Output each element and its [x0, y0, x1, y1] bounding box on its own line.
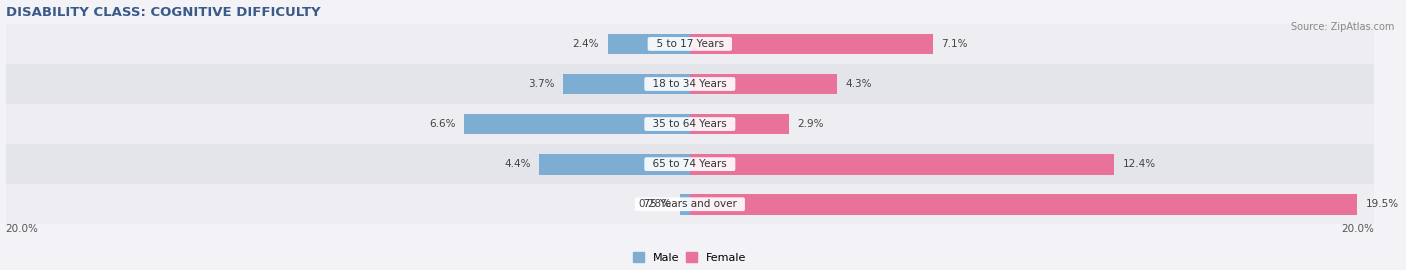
Bar [6, 144, 1374, 184]
Bar [690, 114, 789, 134]
Text: 18 to 34 Years: 18 to 34 Years [647, 79, 734, 89]
Text: 35 to 64 Years: 35 to 64 Years [647, 119, 734, 129]
Bar [681, 194, 690, 215]
Text: DISABILITY CLASS: COGNITIVE DIFFICULTY: DISABILITY CLASS: COGNITIVE DIFFICULTY [6, 6, 321, 19]
Text: 12.4%: 12.4% [1122, 159, 1156, 169]
Text: 6.6%: 6.6% [429, 119, 456, 129]
Text: 2.9%: 2.9% [797, 119, 824, 129]
Text: 4.4%: 4.4% [505, 159, 530, 169]
Bar [6, 104, 1374, 144]
Bar [607, 33, 690, 54]
Text: Source: ZipAtlas.com: Source: ZipAtlas.com [1291, 22, 1395, 32]
Bar [690, 194, 1357, 215]
Bar [540, 154, 690, 175]
Text: 3.7%: 3.7% [529, 79, 555, 89]
Bar [6, 184, 1374, 224]
Bar [6, 64, 1374, 104]
Text: 0.28%: 0.28% [638, 199, 672, 209]
Text: 2.4%: 2.4% [572, 39, 599, 49]
Text: 7.1%: 7.1% [942, 39, 967, 49]
Bar [564, 74, 690, 94]
Bar [690, 33, 932, 54]
Legend: Male, Female: Male, Female [633, 252, 747, 263]
Text: 4.3%: 4.3% [845, 79, 872, 89]
Bar [690, 154, 1114, 175]
Bar [464, 114, 690, 134]
Text: 19.5%: 19.5% [1365, 199, 1399, 209]
Bar [690, 74, 837, 94]
Text: 65 to 74 Years: 65 to 74 Years [647, 159, 734, 169]
Text: 5 to 17 Years: 5 to 17 Years [650, 39, 730, 49]
Bar [6, 24, 1374, 64]
Text: 75 Years and over: 75 Years and over [637, 199, 742, 209]
Text: 20.0%: 20.0% [6, 224, 38, 234]
Text: 20.0%: 20.0% [1341, 224, 1374, 234]
